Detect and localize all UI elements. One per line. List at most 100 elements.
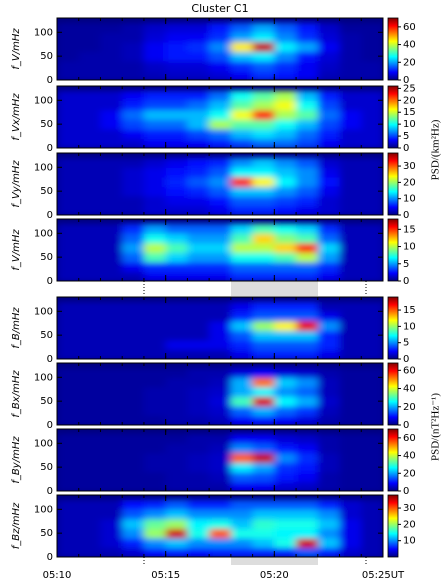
heatmap-cell: [339, 415, 362, 425]
heatmap-cell: [252, 242, 275, 253]
heatmap-cell: [78, 311, 101, 322]
heatmap-cell: [122, 330, 145, 341]
heatmap-cell: [122, 167, 145, 178]
heatmap-cell: [187, 499, 210, 510]
heatmap-cell: [57, 109, 80, 120]
heatmap-cell: [187, 223, 210, 234]
y-tick-label: 50: [40, 186, 53, 197]
heatmap-cell: [122, 349, 145, 359]
heatmap-cell: [78, 339, 101, 350]
heatmap-cell: [165, 271, 188, 281]
heatmap-cell: [339, 537, 362, 548]
heatmap-cell: [317, 90, 341, 101]
heatmap-cell: [296, 271, 319, 281]
heatmap-cell: [296, 415, 319, 425]
event-shading: [231, 281, 318, 296]
panel-frame: [56, 17, 384, 81]
heatmap-cell: [165, 128, 188, 139]
heatmap-cell: [209, 537, 232, 548]
heatmap-cell: [78, 60, 101, 71]
heatmap-cell: [122, 32, 145, 43]
heatmap-cell: [361, 157, 383, 168]
heatmap-cell: [252, 537, 275, 548]
heatmap-cell: [187, 386, 210, 397]
heatmap-cell: [143, 518, 167, 529]
heatmap-cell: [78, 205, 101, 215]
heatmap-cell: [143, 330, 167, 341]
heatmap-cell: [361, 70, 383, 80]
x-tick-label: 05:25UT: [362, 570, 405, 581]
heatmap-cell: [78, 537, 101, 548]
heatmap-cell: [209, 443, 232, 454]
heatmap-cell: [339, 205, 362, 215]
heatmap-cell: [339, 51, 362, 62]
heatmap-cell: [57, 90, 80, 101]
heatmap-cell: [209, 167, 232, 178]
heatmap-cell: [361, 330, 383, 341]
colorbar: [387, 152, 399, 216]
heatmap-cell: [78, 330, 101, 341]
heatmap-cell: [230, 509, 254, 520]
heatmap-cell: [209, 138, 232, 148]
heatmap-cell: [57, 320, 80, 331]
heatmap-cell: [209, 386, 232, 397]
heatmap-cell: [165, 330, 188, 341]
heatmap-cell: [187, 186, 210, 197]
heatmap-cell: [361, 386, 383, 397]
heatmap-cell: [296, 537, 319, 548]
heatmap-cell: [317, 433, 341, 444]
heatmap-cell: [57, 195, 80, 206]
heatmap-cell: [339, 109, 362, 120]
heatmap-cell: [209, 471, 232, 482]
heatmap-cell: [165, 311, 188, 322]
event-shading: [231, 557, 318, 565]
heatmap-cell: [339, 252, 362, 263]
heatmap-cell: [274, 195, 297, 206]
heatmap-cell: [317, 41, 341, 52]
heatmap-cell: [317, 138, 341, 148]
heatmap-cell: [339, 471, 362, 482]
heatmap-cell: [361, 128, 383, 139]
y-axis-label: f_Vy/mHz: [11, 160, 22, 208]
heatmap-cell: [122, 186, 145, 197]
heatmap-cell: [296, 339, 319, 350]
heatmap-cell: [230, 70, 254, 80]
heatmap-cell: [296, 311, 319, 322]
heatmap-cell: [165, 261, 188, 272]
heatmap-cell: [361, 320, 383, 331]
heatmap-cell: [143, 462, 167, 473]
heatmap-cell: [339, 405, 362, 416]
heatmap-cell: [78, 90, 101, 101]
heatmap-cell: [317, 223, 341, 234]
heatmap-cell: [274, 167, 297, 178]
heatmap-cell: [274, 22, 297, 33]
heatmap-cell: [100, 396, 123, 407]
heatmap-cell: [122, 60, 145, 71]
heatmap-cell: [57, 100, 80, 111]
heatmap-cell: [339, 349, 362, 359]
heatmap-cell: [122, 499, 145, 510]
heatmap-cell: [230, 349, 254, 359]
y-tick-label: 0: [47, 276, 53, 287]
heatmap-cell: [165, 499, 188, 510]
heatmap-cell: [209, 367, 232, 378]
heatmap-cell: [209, 186, 232, 197]
heatmap-cell: [122, 528, 145, 539]
heatmap-cell: [252, 60, 275, 71]
heatmap-cell: [361, 22, 383, 33]
heatmap-cell: [296, 128, 319, 139]
heatmap-cell: [339, 70, 362, 80]
heatmap-cell: [57, 271, 80, 281]
heatmap-cell: [78, 261, 101, 272]
heatmap-cell: [122, 51, 145, 62]
heatmap-cell: [252, 252, 275, 263]
heatmap-cell: [252, 90, 275, 101]
colorbar-tick-label: 0: [403, 143, 409, 154]
heatmap-cell: [230, 471, 254, 482]
heatmap-cell: [274, 518, 297, 529]
heatmap-cell: [187, 157, 210, 168]
heatmap-cell: [57, 41, 80, 52]
heatmap-cell: [78, 349, 101, 359]
heatmap-cell: [57, 537, 80, 548]
heatmap-cell: [296, 547, 319, 557]
